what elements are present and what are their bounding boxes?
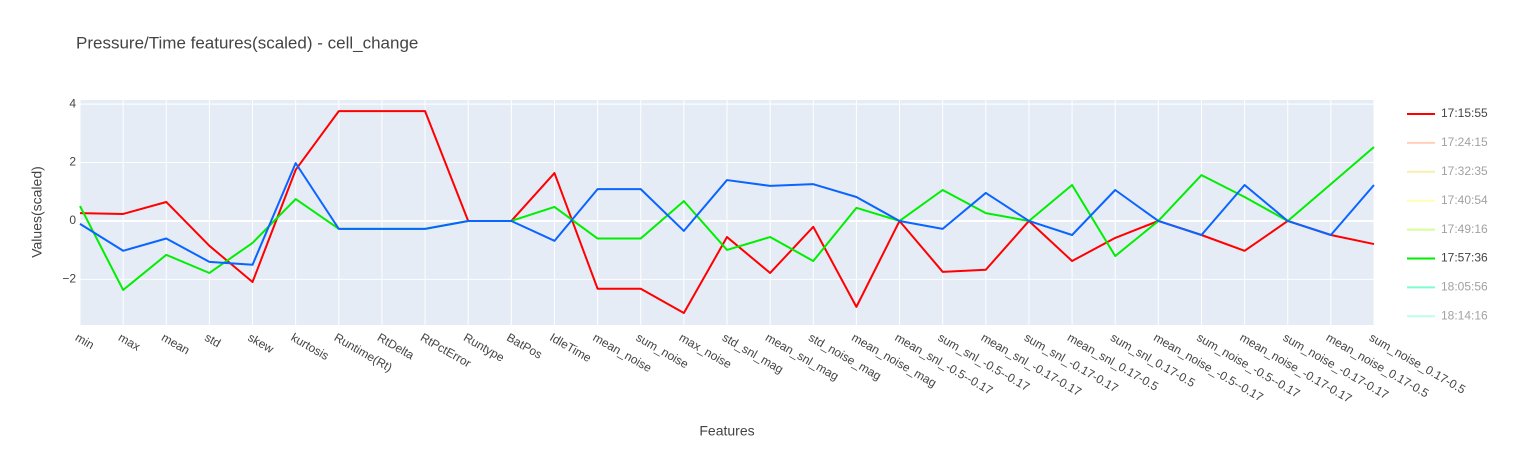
x-tick-label: max xyxy=(116,330,143,353)
x-tick-label: std xyxy=(202,330,223,350)
legend-label: 17:40:54 xyxy=(1441,193,1488,207)
legend-label: 18:14:16 xyxy=(1441,308,1488,322)
y-tick-label: 0 xyxy=(69,213,76,227)
x-tick-label: IdleTime xyxy=(547,330,594,365)
legend-item: 17:24:15 xyxy=(1407,135,1488,149)
legend-item: 17:32:35 xyxy=(1407,164,1488,178)
y-tick-label: 2 xyxy=(69,155,76,169)
legend-label: 17:24:15 xyxy=(1441,135,1488,149)
legend-label: 17:32:35 xyxy=(1441,164,1488,178)
chart-title: Pressure/Time features(scaled) - cell_ch… xyxy=(76,33,418,52)
legend-item: 17:15:55 xyxy=(1407,106,1488,120)
y-tick-label: −2 xyxy=(62,272,76,286)
legend-label: 18:05:56 xyxy=(1441,280,1488,294)
series-line xyxy=(79,162,1375,266)
legend-item: 18:05:56 xyxy=(1407,280,1488,294)
x-tick-label: mean xyxy=(159,330,192,357)
legend-item: 17:57:36 xyxy=(1407,251,1488,265)
x-tick-label: BatPos xyxy=(504,330,545,361)
y-tick-label: 4 xyxy=(69,96,76,110)
x-tick-label: kurtosis xyxy=(289,330,332,363)
legend-item: 17:49:16 xyxy=(1407,222,1488,236)
x-tick-label: std_noise_mag xyxy=(806,330,883,383)
legend-item: 17:40:54 xyxy=(1407,193,1488,207)
x-axis-title: Features xyxy=(699,423,754,439)
y-axis-title: Values(scaled) xyxy=(29,166,45,258)
legend-item: 18:14:16 xyxy=(1407,308,1488,322)
legend-label: 17:57:36 xyxy=(1441,251,1488,265)
x-tick-label: min xyxy=(73,330,97,352)
legend-label: 17:49:16 xyxy=(1441,222,1488,236)
x-tick-label: skew xyxy=(245,330,276,356)
legend-label: 17:15:55 xyxy=(1441,106,1488,120)
